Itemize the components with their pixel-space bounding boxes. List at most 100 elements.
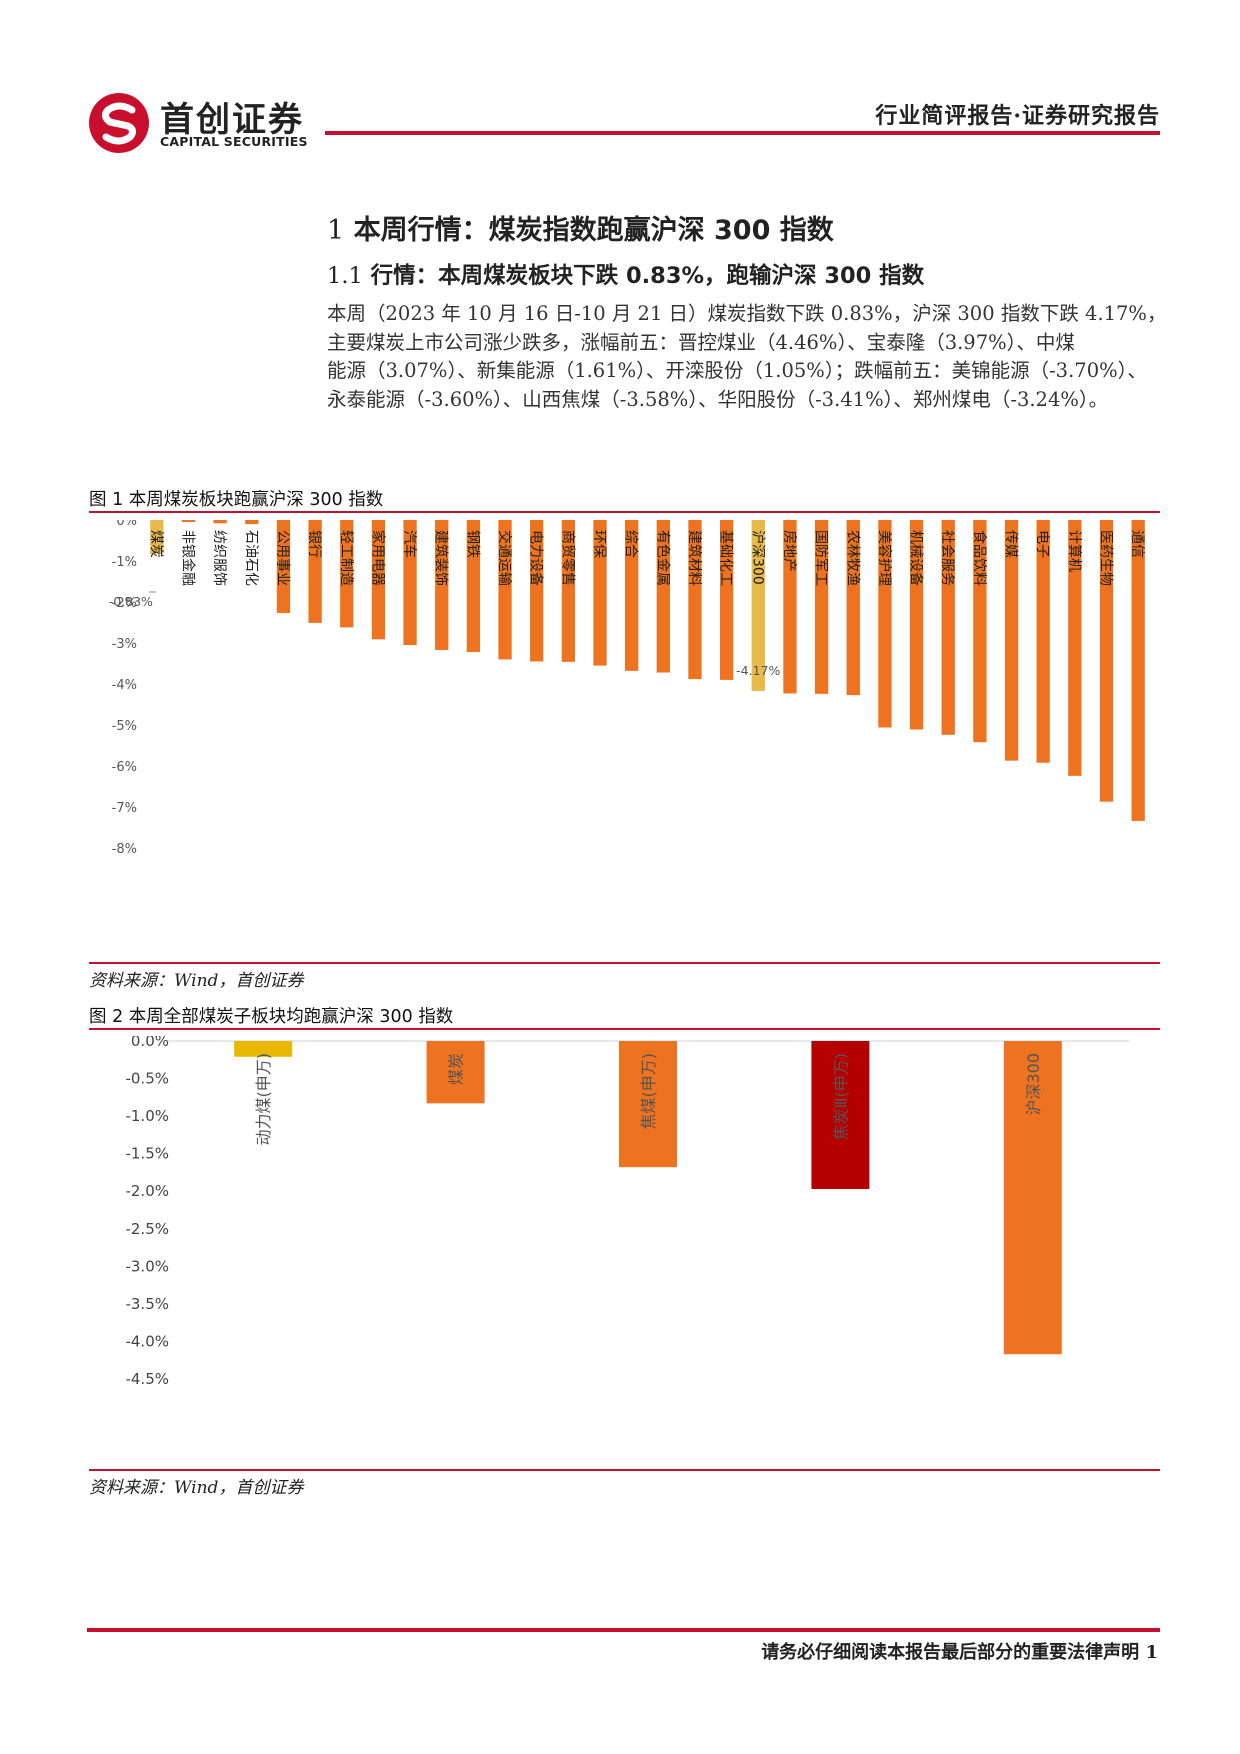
figure-1-source: 资料来源：Wind，首创证券 bbox=[89, 971, 304, 991]
y-tick-label: -5% bbox=[112, 719, 137, 734]
category-label: 医药生物 bbox=[1098, 530, 1114, 586]
paragraph-line: 能源（3.07%）、新集能源（1.61%）、开滦股份（1.05%）；跌幅前五：美… bbox=[327, 359, 1147, 382]
bar-石油石化 bbox=[245, 520, 259, 525]
logo-text-en: CAPITAL SECURITIES bbox=[160, 134, 308, 149]
bar-交通运输 bbox=[498, 520, 512, 660]
y-tick-label: 0% bbox=[116, 520, 137, 529]
y-tick-label: -3.0% bbox=[125, 1257, 169, 1275]
bar-传媒 bbox=[1004, 520, 1019, 761]
bar-房地产 bbox=[783, 520, 797, 694]
bar-环保 bbox=[593, 520, 607, 666]
section-number: 1 bbox=[327, 215, 345, 246]
paragraph-line: 本周（2023 年 10 月 16 日-10 月 21 日）煤炭指数下跌 0.8… bbox=[327, 302, 1167, 325]
bar-有色金属 bbox=[656, 520, 670, 673]
figure-1-title: 图 1 本周煤炭板块跑赢沪深 300 指数 bbox=[89, 490, 384, 510]
y-tick-label: -2.0% bbox=[125, 1182, 169, 1200]
bar-银行 bbox=[308, 520, 322, 623]
category-label: 机械设备 bbox=[908, 530, 925, 586]
category-label: 综合 bbox=[623, 530, 639, 558]
y-tick-label: -7% bbox=[112, 801, 137, 816]
paragraph-line: 主要煤炭上市公司涨少跌多，涨幅前五：晋控煤业（4.46%）、宝泰隆（3.97%）… bbox=[327, 330, 1075, 354]
bar-焦煤(申万) bbox=[619, 1041, 677, 1168]
bar-纺织服饰 bbox=[213, 520, 227, 524]
category-label: 动力煤(申万) bbox=[254, 1053, 273, 1146]
category-label: 石油石化 bbox=[243, 530, 259, 586]
bar-汽车 bbox=[403, 520, 417, 646]
footer-disclaimer: 请务必仔细阅读本报告最后部分的重要法律声明 1 bbox=[761, 1638, 1158, 1664]
figure-2-top-rule bbox=[89, 1028, 1160, 1030]
y-tick-label: -4% bbox=[112, 678, 137, 693]
y-tick-label: -4.5% bbox=[125, 1370, 169, 1388]
figure-1-top-rule bbox=[89, 511, 1160, 513]
category-label: 农林牧渔 bbox=[844, 530, 860, 586]
category-label: 国防军工 bbox=[813, 530, 829, 586]
bar-社会服务 bbox=[941, 520, 955, 735]
bar-煤炭 bbox=[150, 520, 164, 555]
category-label: 汽车 bbox=[401, 530, 418, 558]
category-label: 银行 bbox=[306, 530, 322, 558]
bar-美容护理 bbox=[878, 520, 892, 728]
bar-焦炭Ⅲ(申万) bbox=[811, 1041, 870, 1189]
category-label: 家用电器 bbox=[369, 530, 386, 586]
category-label: 计算机 bbox=[1066, 530, 1082, 572]
bar-电子 bbox=[1036, 520, 1050, 763]
category-label: 有色金属 bbox=[654, 530, 671, 586]
y-tick-label: -0.5% bbox=[125, 1070, 169, 1088]
category-label: 交通运输 bbox=[496, 530, 513, 586]
figure-2-title: 图 2 本周全部煤炭子板块均跑赢沪深 300 指数 bbox=[89, 1007, 454, 1027]
category-label: 电子 bbox=[1034, 530, 1050, 558]
bar-家用电器 bbox=[371, 520, 386, 640]
y-tick-label: -4.0% bbox=[125, 1332, 169, 1350]
bar-计算机 bbox=[1068, 520, 1082, 776]
category-label: 通信 bbox=[1129, 530, 1145, 558]
paragraph-line: 永泰能源（-3.60%）、山西焦煤（-3.58%）、华阳股份（-3.41%）、郑… bbox=[327, 387, 1109, 411]
category-label: 沪深300 bbox=[1024, 1053, 1043, 1116]
category-label: 美容护理 bbox=[876, 530, 893, 586]
bar-基础化工 bbox=[719, 520, 734, 680]
subsection-heading-text: 行情：本周煤炭板块下跌 0.83%，跑输沪深 300 指数 bbox=[370, 263, 925, 289]
bar-综合 bbox=[625, 520, 639, 671]
bar-沪深300 bbox=[1003, 1041, 1062, 1355]
y-tick-label: -2.5% bbox=[125, 1220, 169, 1238]
bar-轻工制造 bbox=[340, 520, 354, 628]
bar-非银金融 bbox=[181, 520, 196, 523]
bar-商贸零售 bbox=[561, 520, 576, 662]
bar-国防军工 bbox=[814, 520, 829, 694]
subsection-number: 1.1 bbox=[327, 263, 363, 289]
body-paragraph: 本周（2023 年 10 月 16 日-10 月 21 日）煤炭指数下跌 0.8… bbox=[327, 300, 1167, 414]
logo-mark-icon bbox=[88, 92, 150, 154]
category-label: 食品饮料 bbox=[971, 530, 988, 586]
data-label: -0.83% bbox=[109, 594, 153, 609]
section-heading-text: 本周行情：煤炭指数跑赢沪深 300 指数 bbox=[353, 215, 834, 246]
y-tick-label: -8% bbox=[112, 842, 137, 857]
category-label: 商贸零售 bbox=[559, 530, 575, 586]
y-tick-label: -1.0% bbox=[125, 1107, 169, 1125]
bar-煤炭 bbox=[426, 1041, 485, 1104]
category-label: 社会服务 bbox=[939, 530, 955, 586]
category-label: 基础化工 bbox=[718, 530, 735, 586]
bar-钢铁 bbox=[466, 520, 481, 653]
category-label: 焦炭Ⅲ(申万) bbox=[831, 1053, 850, 1141]
category-label: 房地产 bbox=[781, 530, 797, 572]
bar-沪深300 bbox=[751, 520, 765, 691]
y-tick-label: -1.5% bbox=[125, 1145, 169, 1163]
category-label: 电力设备 bbox=[528, 530, 545, 586]
subsection-heading: 1.1 行情：本周煤炭板块下跌 0.83%，跑输沪深 300 指数 bbox=[327, 258, 924, 290]
category-label: 煤炭 bbox=[447, 1053, 466, 1085]
data-label: -4.17% bbox=[736, 663, 780, 678]
section-heading: 1 本周行情：煤炭指数跑赢沪深 300 指数 bbox=[327, 208, 834, 247]
category-label: 煤炭 bbox=[148, 530, 164, 558]
y-tick-label: -2% bbox=[112, 596, 137, 611]
bar-建筑装饰 bbox=[435, 520, 449, 650]
category-label: 传媒 bbox=[1003, 530, 1019, 558]
y-tick-label: -6% bbox=[112, 760, 137, 775]
category-label: 建筑装饰 bbox=[433, 530, 449, 586]
bar-公用事业 bbox=[276, 520, 291, 614]
footer-divider bbox=[87, 1628, 1160, 1632]
y-tick-label: -3% bbox=[112, 637, 137, 652]
figure-2-bottom-rule bbox=[89, 1469, 1160, 1471]
figure-1-chart: 0% -1% -2% -3% -4% -5% -6% -7% -8% 煤炭 -0.83% 非银金融 纺织… bbox=[109, 520, 1145, 857]
bar-通信 bbox=[1131, 520, 1145, 821]
figure-2-chart: 0.0% -0.5% -1.0% -1.5% -2.0% -2.5% -3.0% -3.5% -… bbox=[125, 1036, 1129, 1388]
y-tick-label: 0.0% bbox=[131, 1036, 169, 1050]
